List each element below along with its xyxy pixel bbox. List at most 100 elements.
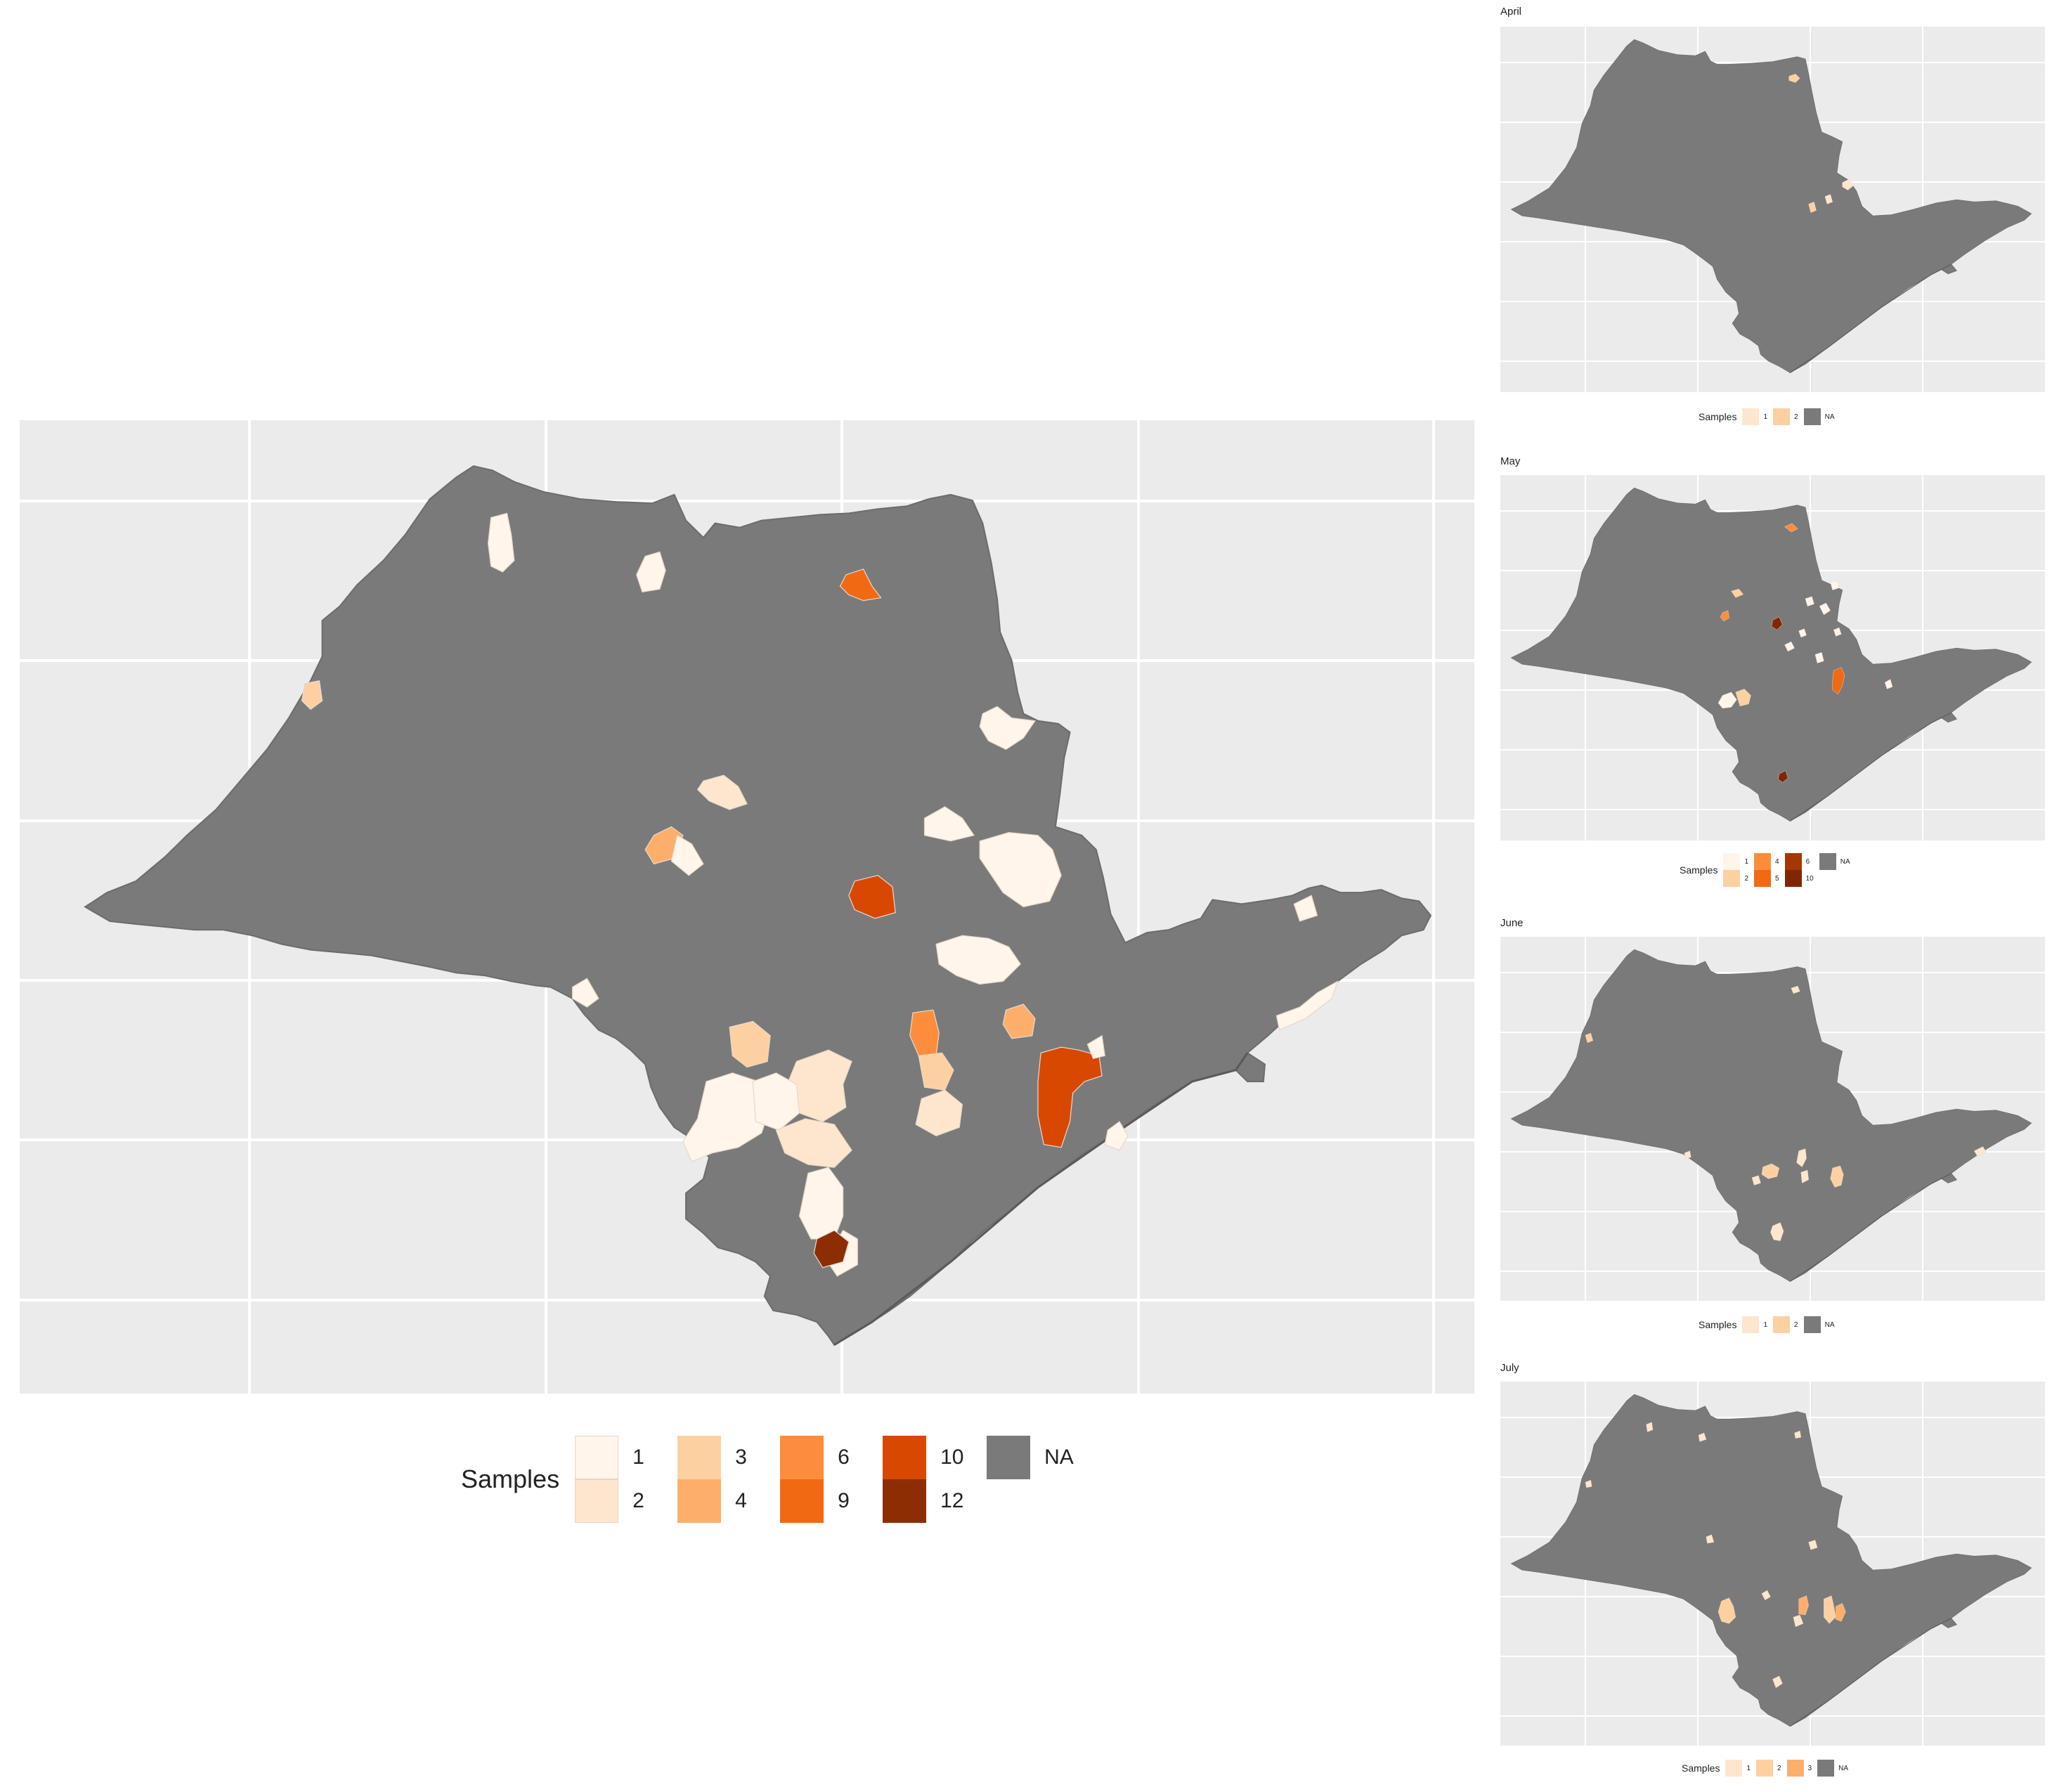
municipality [1805,596,1814,606]
state-map [1510,1394,2032,1727]
municipality [935,935,1021,985]
legend-key-label: 1 [632,1446,644,1469]
legend-key: 2 [1773,1316,1804,1333]
municipality [301,680,323,710]
legend-column: 1 2 [575,1436,658,1523]
coastline [1789,1618,1952,1727]
legend-key-label: 3 [735,1446,747,1469]
legend-key: 9 [780,1479,863,1523]
legend-column: 6 9 [780,1436,863,1523]
legend-swatch [677,1479,722,1523]
municipality [729,1020,771,1068]
legend-key: 3 [1786,1760,1818,1777]
municipality [487,512,515,573]
legend-key: 4 [1754,853,1779,870]
municipality [918,1052,954,1091]
gridline [1432,420,1435,1394]
municipality [1842,178,1854,190]
municipality [1735,689,1751,707]
municipality [1706,1534,1715,1544]
municipality [1800,1169,1809,1183]
main-map-panel: Samples 1 2 3 4 6 9 10 12 NA [20,420,1474,1523]
coastline [1789,712,1952,822]
legend-key: 1 [575,1436,658,1479]
gridline [1137,420,1140,1394]
gridline [20,1299,1474,1301]
state-outline [1510,1394,2032,1727]
legend-key-label: 12 [940,1489,964,1512]
municipality [1819,602,1831,616]
municipality [798,1167,844,1240]
legend-swatch [1803,1316,1821,1333]
legend-column: NA [1819,853,1850,870]
municipality [1791,985,1800,994]
legend-swatch [1723,870,1741,887]
legend-column: 3 4 [677,1436,760,1523]
legend-key-label: NA [1840,857,1850,866]
municipality [670,834,704,876]
municipality [636,551,666,593]
legend-key-label: 9 [838,1489,850,1512]
municipality [1788,74,1800,83]
legend-key-label: 6 [838,1446,850,1469]
panel-title: July [1500,1362,1519,1374]
legend-key: 2 [575,1479,658,1523]
municipality [1761,1163,1780,1179]
state-outline [1510,949,2032,1283]
small-legend: Samples 1 2 4 5 6 10 NA [1680,853,1850,887]
small-map-background [1500,1382,2045,1746]
municipality [1717,692,1737,709]
panel-title: May [1500,455,1521,467]
legend-swatch [1784,870,1802,887]
legend-key: 1 [1725,1760,1756,1777]
municipality [1684,1150,1691,1159]
legend-swatch [1786,1760,1804,1777]
legend-swatch [1754,870,1772,887]
municipality [1796,1148,1807,1167]
legend-key-label: NA [1824,413,1835,421]
legend-key-label: 3 [1807,1764,1812,1772]
small-legend: Samples 1 2 NA [1699,1316,1835,1333]
municipality [1808,1540,1818,1550]
legend-key-label: 1 [1763,1320,1768,1329]
legend-swatch [780,1479,824,1523]
legend-key-na: NA [1817,1760,1848,1777]
small-legend: Samples 1 2 3 NA [1682,1760,1848,1777]
municipality [1275,980,1339,1031]
legend-key-na: NA [1803,408,1835,425]
legend-swatch [1803,408,1821,425]
municipality [923,806,975,842]
legend-key-na: NA [1819,853,1850,870]
small-map-panel-april: April Samples 1 2 NA [1500,6,2045,427]
legend-key-label: 10 [940,1446,964,1469]
state-map [1510,39,2032,373]
municipalities-sampled [1788,74,1854,213]
legend-swatch [987,1436,1031,1479]
legend-title: Samples [1699,411,1737,422]
state-outline [84,465,1432,1346]
legend-key: 2 [1756,1760,1787,1777]
municipality [839,569,882,602]
main-map-background [20,420,1474,1394]
legend-key: 10 [1784,870,1814,887]
legend-title: Samples [1682,1762,1720,1774]
legend-key-label: NA [1044,1446,1074,1469]
municipality [1830,1165,1844,1188]
legend-key: 12 [883,1479,973,1523]
state-outline [1510,487,2032,822]
municipality [1293,895,1318,922]
municipalities-sampled [1585,985,1987,1241]
municipalities-sampled [301,512,1339,1277]
legend-title: Samples [1699,1319,1737,1330]
legend-swatch [883,1479,927,1523]
legend-key-label: 4 [735,1489,747,1512]
state-map [1510,949,2032,1283]
municipality [696,774,748,810]
municipality [682,1072,771,1162]
legend-key-na: NA [1803,1316,1835,1333]
municipality [1772,1675,1783,1689]
municipality [1771,616,1783,630]
municipality [1798,628,1807,638]
legend-key-label: 1 [1744,857,1749,866]
legend-key: 5 [1754,870,1779,887]
